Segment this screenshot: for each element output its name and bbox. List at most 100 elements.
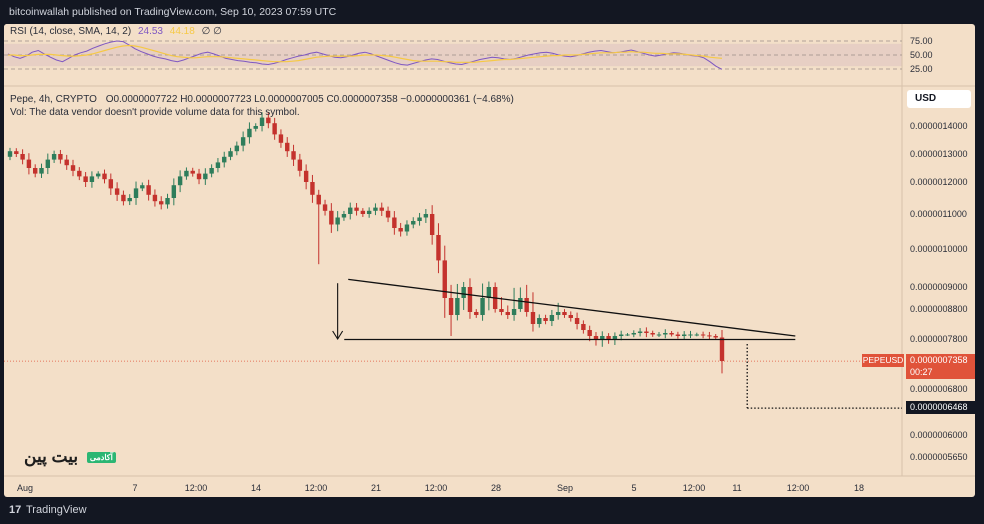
candle-body: [335, 217, 340, 225]
candle-body: [429, 214, 435, 235]
candle-body: [102, 173, 107, 180]
price-tick-label: 0.0000013000: [910, 149, 968, 159]
candle-body: [568, 315, 573, 318]
rsi-legend-extra: ∅ ∅: [201, 26, 222, 37]
time-tick-label: Sep: [557, 483, 573, 493]
candle-body: [474, 312, 479, 315]
publisher-bar: bitcoinwallah published on TradingView.c…: [0, 0, 984, 24]
price-axis: 0.0000014000 0.0000013000 0.0000012000 0.00…: [910, 121, 968, 462]
candle-body: [505, 312, 510, 315]
candle-body: [259, 117, 265, 126]
candle-body: [354, 207, 359, 211]
price-tick-label: 0.0000010000: [910, 244, 968, 254]
candle-body: [272, 123, 277, 135]
price-tick-label: 0.0000007800: [910, 334, 968, 344]
candle-body: [656, 334, 662, 336]
candle-body: [631, 333, 636, 335]
time-tick-label: 12:00: [683, 483, 706, 493]
candle-body: [316, 194, 321, 205]
candle-body: [549, 315, 555, 321]
candle-body: [140, 185, 145, 189]
candle-body: [322, 204, 328, 211]
candle-body: [209, 168, 214, 174]
candle-body: [480, 298, 485, 315]
candle-body: [511, 309, 517, 315]
candle-body: [171, 185, 177, 198]
candle-body: [518, 298, 523, 309]
candle-body: [411, 221, 416, 225]
candle-body: [681, 334, 687, 336]
candle-body: [524, 298, 529, 312]
candle-body: [379, 207, 384, 211]
last-price-ticker-text: PEPEUSD: [862, 355, 904, 365]
candle-body: [719, 337, 725, 361]
candle-body: [448, 298, 454, 315]
candle-body: [96, 173, 101, 177]
last-price-ticker: PEPEUSD: [862, 354, 904, 367]
currency-label: USD: [915, 93, 937, 104]
candle-body: [234, 145, 240, 152]
candle-body: [587, 330, 592, 336]
candle-body: [146, 185, 151, 195]
time-axis: Aug 7 12:00 14 12:00 21 12:00 28 Sep 5 12:00 11 12:0…: [17, 483, 864, 493]
watermark-badge: آکادمی: [86, 452, 116, 464]
tradingview-logo-icon: 17: [9, 504, 22, 516]
candle-body: [637, 331, 643, 333]
candle-body: [291, 151, 296, 160]
candle-body: [612, 336, 618, 339]
candle-body: [222, 156, 227, 163]
candle-body: [385, 210, 391, 218]
candle-body: [600, 336, 605, 339]
rsi-tick-label: 75.00: [910, 36, 933, 46]
measured-move-arrow-head: [332, 330, 344, 341]
volume-note: Vol: The data vendor doesn't provide vol…: [10, 107, 300, 118]
chart-frame[interactable]: 75.00 50.00 25.00 0.0000014000 0.0000013000…: [4, 24, 975, 497]
candle-body: [348, 207, 353, 214]
candle-body: [26, 159, 32, 168]
candle-body: [606, 336, 611, 339]
price-tick-label: 0.0000008800: [910, 304, 968, 314]
volume-note-text: Vol: The data vendor doesn't provide vol…: [10, 107, 300, 118]
candle-body: [64, 159, 69, 166]
time-tick-label: 28: [491, 483, 501, 493]
candle-body: [278, 134, 284, 143]
watermark: بیت پین آکادمی: [24, 447, 116, 467]
candle-body: [398, 228, 403, 232]
rsi-grid: [4, 40, 902, 70]
candles: [7, 112, 725, 374]
time-tick-label: 12:00: [305, 483, 328, 493]
candle-body: [392, 217, 397, 228]
candle-body: [20, 154, 25, 160]
rsi-legend-value: 24.53: [137, 26, 163, 37]
candle-body: [247, 128, 252, 138]
candle-body: [303, 170, 309, 182]
candle-body: [700, 334, 706, 336]
price-tick-label: 0.0000006000: [910, 430, 968, 440]
candle-body: [341, 214, 347, 218]
time-tick-label: 18: [854, 483, 864, 493]
candle-body: [486, 287, 492, 298]
main-legend: Pepe, 4h, CRYPTO O0.0000007722 H0.000000…: [10, 94, 514, 105]
candle-body: [14, 151, 19, 154]
candle-body: [366, 210, 372, 214]
price-tick-label: 0.0000005650: [910, 452, 968, 462]
candle-body: [436, 235, 441, 261]
footer-brand: TradingView: [26, 504, 87, 516]
rsi-legend-label: RSI (14, close, SMA, 14, 2): [10, 26, 132, 37]
candle-body: [240, 137, 246, 146]
chart-canvas[interactable]: 75.00 50.00 25.00 0.0000014000 0.0000013000…: [4, 24, 975, 497]
candle-body: [177, 176, 183, 186]
candle-body: [190, 170, 195, 174]
time-tick-label: 12:00: [787, 483, 810, 493]
candle-body: [467, 287, 473, 312]
rsi-legend: RSI (14, close, SMA, 14, 2) 24.53 44.18 …: [10, 26, 222, 37]
currency-button[interactable]: USD: [907, 90, 971, 108]
rsi-tick-label: 50.00: [910, 50, 933, 60]
candle-body: [593, 336, 599, 339]
time-tick-label: 21: [371, 483, 381, 493]
candle-body: [644, 331, 649, 333]
candle-body: [165, 198, 170, 205]
candle-body: [373, 207, 378, 211]
candle-body: [625, 334, 630, 336]
price-tick-label: 0.0000006800: [910, 384, 968, 394]
